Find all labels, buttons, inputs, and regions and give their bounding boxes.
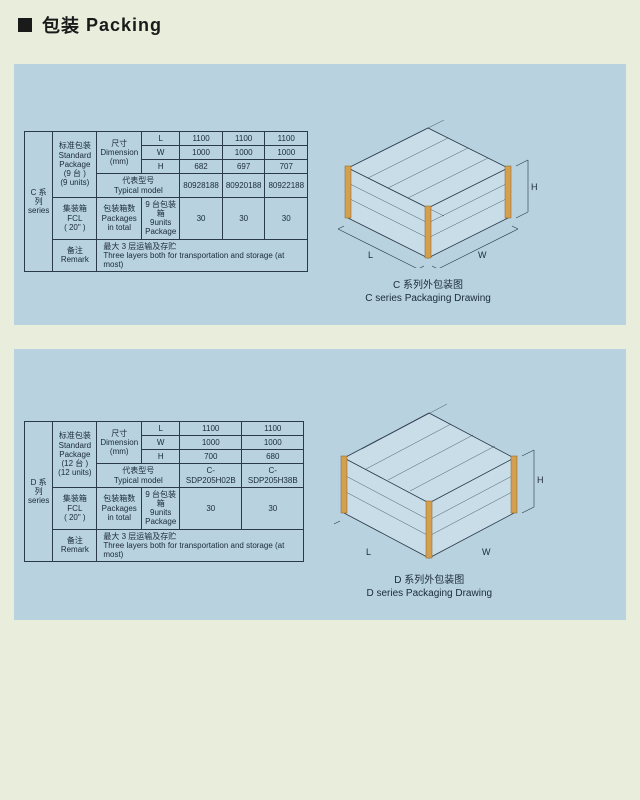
- c-W2: 1000: [265, 146, 308, 160]
- c-H: H: [142, 160, 180, 174]
- c-W1: 1000: [222, 146, 265, 160]
- d-H: H: [142, 450, 180, 464]
- d-stdpkg-en: Standard Package: [59, 441, 91, 459]
- c-fcl-en2: ( 20" ): [64, 223, 86, 232]
- d-stdpkg-qty-cn: (12 台 ): [62, 459, 89, 468]
- d-W: W: [142, 436, 180, 450]
- svg-text:H: H: [537, 475, 544, 485]
- c-W: W: [142, 146, 180, 160]
- d-9v1: 30: [242, 487, 304, 529]
- c-dim-en: Dimension (mm): [100, 148, 138, 166]
- c-rem-en: Remark: [61, 255, 89, 264]
- c-H0: 682: [180, 160, 223, 174]
- title-cn: 包装: [42, 12, 80, 38]
- panel-c: C 系列series 标准包装Standard Package(9 台 )(9 …: [14, 64, 626, 325]
- c-series-cn: C 系列: [31, 188, 47, 206]
- d-remtxt-cn: 最大 3 层运输及存贮: [103, 532, 176, 541]
- d-dim-en: Dimension (mm): [100, 438, 138, 456]
- c-pkgtot-cn: 包装箱数: [103, 204, 135, 213]
- crate-d-svg: L W H: [314, 383, 544, 563]
- title-bullet: [18, 18, 32, 32]
- svg-text:W: W: [478, 250, 487, 260]
- caption-c-cn: C 系列外包装图: [393, 280, 463, 291]
- c-dim-cn: 尺寸: [111, 139, 127, 148]
- svg-text:L: L: [368, 250, 373, 260]
- c-fcl-cn: 集装箱: [63, 204, 87, 213]
- d-stdpkg-cn: 标准包装: [59, 431, 91, 440]
- c-H2: 707: [265, 160, 308, 174]
- c-stdpkg-qty-cn: (9 台 ): [64, 169, 86, 178]
- crate-c-svg: L W H: [318, 98, 538, 268]
- d-rem-cn: 备注: [67, 536, 83, 545]
- d-typ-en: Typical model: [114, 476, 163, 485]
- c-W0: 1000: [180, 146, 223, 160]
- c-stdpkg-en: Standard Package: [59, 151, 91, 169]
- d-W0: 1000: [180, 436, 242, 450]
- d-L1: 1100: [242, 421, 304, 435]
- c-L2: 1100: [265, 131, 308, 145]
- c-typ-en: Typical model: [114, 186, 163, 195]
- d-pkgtot-en: Packages in total: [102, 504, 137, 522]
- d-series-cn: D 系列: [31, 478, 47, 496]
- d-series-en: series: [28, 496, 49, 505]
- c-9pkg-en: 9units Package: [145, 218, 176, 236]
- d-9pkg-cn: 9 台包装箱: [145, 490, 176, 508]
- table-d: D 系列series 标准包装Standard Package(12 台 )(1…: [24, 421, 304, 562]
- drawing-c: L W H C 系列外包装图 C series Packaging Drawin…: [318, 98, 538, 305]
- c-9v0: 30: [180, 197, 223, 239]
- d-rem-en: Remark: [61, 545, 89, 554]
- c-typ2: 80922188: [265, 174, 308, 197]
- c-remtxt-en: Three layers both for transportation and…: [103, 251, 284, 269]
- c-fcl-en1: FCL: [67, 214, 82, 223]
- c-L1: 1100: [222, 131, 265, 145]
- svg-text:L: L: [366, 547, 371, 557]
- panel-d: D 系列series 标准包装Standard Package(12 台 )(1…: [14, 349, 626, 620]
- drawing-d: L W H D 系列外包装图 D series Packaging Drawin…: [314, 383, 544, 600]
- c-series-en: series: [28, 206, 49, 215]
- d-fcl-en1: FCL: [67, 504, 82, 513]
- d-9pkg-en: 9units Package: [145, 508, 176, 526]
- c-remtxt-cn: 最大 3 层运输及存贮: [103, 242, 176, 251]
- d-L0: 1100: [180, 421, 242, 435]
- c-9v1: 30: [222, 197, 265, 239]
- c-9v2: 30: [265, 197, 308, 239]
- c-stdpkg-qty-en: (9 units): [60, 178, 89, 187]
- d-stdpkg-qty-en: (12 units): [58, 468, 91, 477]
- c-rem-cn: 备注: [67, 246, 83, 255]
- d-typ-cn: 代表型号: [122, 466, 154, 475]
- svg-text:H: H: [531, 182, 538, 192]
- d-W1: 1000: [242, 436, 304, 450]
- d-remtxt-en: Three layers both for transportation and…: [103, 541, 284, 559]
- c-L0: 1100: [180, 131, 223, 145]
- d-L: L: [142, 421, 180, 435]
- page-title: 包装 Packing: [0, 0, 640, 46]
- table-c: C 系列series 标准包装Standard Package(9 台 )(9 …: [24, 131, 308, 272]
- c-typ-cn: 代表型号: [122, 176, 154, 185]
- d-H0: 700: [180, 450, 242, 464]
- c-typ0: 80928188: [180, 174, 223, 197]
- d-9v0: 30: [180, 487, 242, 529]
- d-pkgtot-cn: 包装箱数: [103, 494, 135, 503]
- title-en: Packing: [86, 15, 162, 36]
- c-H1: 697: [222, 160, 265, 174]
- c-L: L: [142, 131, 180, 145]
- c-stdpkg-cn: 标准包装: [59, 141, 91, 150]
- c-pkgtot-en: Packages in total: [102, 214, 137, 232]
- caption-d-cn: D 系列外包装图: [394, 575, 464, 586]
- d-H1: 680: [242, 450, 304, 464]
- c-9pkg-cn: 9 台包装箱: [145, 200, 176, 218]
- caption-c-en: C series Packaging Drawing: [365, 293, 491, 304]
- c-typ1: 80920188: [222, 174, 265, 197]
- d-typ0: C-SDP205H02B: [180, 464, 242, 487]
- d-typ1: C-SDP205H38B: [242, 464, 304, 487]
- caption-d-en: D series Packaging Drawing: [366, 588, 492, 599]
- svg-text:W: W: [482, 547, 491, 557]
- d-fcl-en2: ( 20" ): [64, 513, 86, 522]
- d-fcl-cn: 集装箱: [63, 494, 87, 503]
- d-dim-cn: 尺寸: [111, 429, 127, 438]
